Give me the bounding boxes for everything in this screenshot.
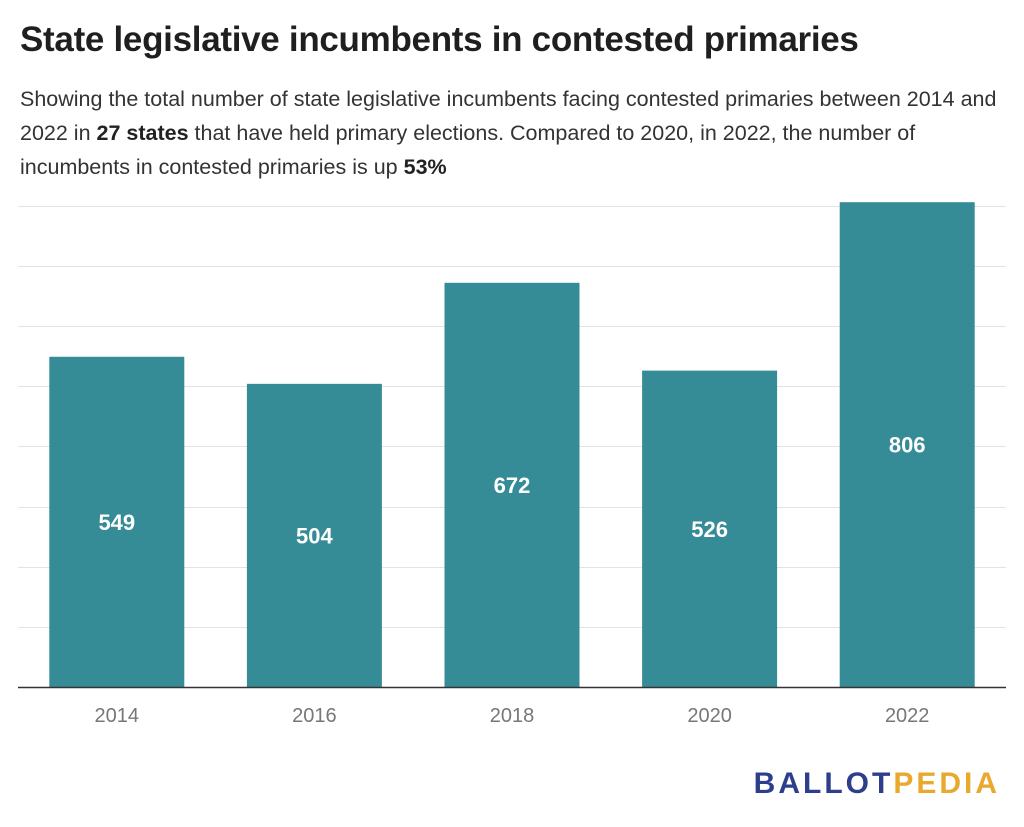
- logo-text-pedia: PEDIA: [893, 767, 1000, 800]
- data-label-2020: 526: [691, 517, 728, 542]
- x-tick-label-2018: 2018: [490, 705, 535, 727]
- x-tick-label-2022: 2022: [885, 705, 930, 727]
- data-label-2022: 806: [889, 433, 926, 458]
- x-tick-label-2020: 2020: [687, 705, 732, 727]
- data-label-2014: 549: [98, 510, 135, 535]
- logo-text-ballot: BALLOT: [753, 767, 894, 800]
- subtitle-percent-change: 53%: [403, 155, 447, 179]
- data-label-2016: 504: [296, 523, 333, 548]
- bars: [49, 202, 975, 688]
- subtitle-text-2: that have held primary elections. Compar…: [20, 121, 916, 179]
- x-axis: 2014 2016 2018 2020 2022: [18, 686, 1006, 727]
- chart-title: State legislative incumbents in conteste…: [20, 20, 859, 59]
- bar-2014: [49, 356, 185, 687]
- subtitle-states-count: 27 states: [96, 121, 189, 145]
- subtitle-text-1: Showing the total number of state legisl…: [20, 87, 997, 145]
- ballotpedia-logo: BALLOTPEDIA: [754, 767, 1000, 801]
- chart-subtitle: Showing the total number of state legisl…: [20, 82, 1010, 184]
- bar-2016: [246, 383, 382, 687]
- bar-2020: [642, 370, 778, 687]
- data-labels: 549 504 672 526 806: [98, 433, 925, 549]
- bar-2022: [839, 202, 975, 688]
- x-tick-label-2016: 2016: [292, 705, 337, 727]
- x-tick-label-2014: 2014: [95, 705, 140, 727]
- bar-2018: [444, 282, 580, 687]
- data-label-2018: 672: [494, 473, 531, 498]
